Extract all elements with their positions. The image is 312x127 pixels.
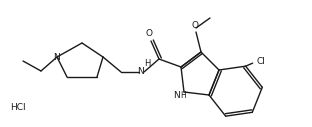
Text: N: N — [173, 91, 179, 100]
Text: H: H — [144, 59, 150, 67]
Text: O: O — [192, 20, 198, 29]
Text: HCl: HCl — [10, 102, 26, 112]
Text: O: O — [145, 29, 153, 38]
Text: N: N — [137, 67, 144, 75]
Text: H: H — [180, 91, 186, 100]
Text: N: N — [53, 52, 59, 61]
Text: Cl: Cl — [256, 57, 265, 66]
